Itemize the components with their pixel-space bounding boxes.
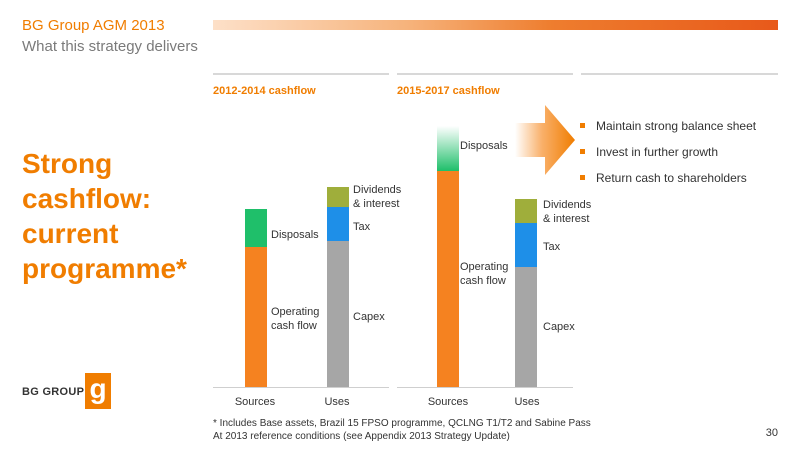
bar-2012-sources-operating xyxy=(245,247,267,387)
label-operating-1: Operating cash flow xyxy=(271,305,319,333)
label-disposals-2: Disposals xyxy=(460,140,508,152)
bullet-shareholders: Return cash to shareholders xyxy=(580,171,756,197)
footnote: * Includes Base assets, Brazil 15 FPSO p… xyxy=(213,417,591,443)
label-operating-2-line2: cash flow xyxy=(460,275,506,287)
label-operating-1-line1: Operating xyxy=(271,306,320,318)
footnote-line-2: At 2013 reference conditions (see Append… xyxy=(213,431,510,442)
bg-logo-icon: g xyxy=(85,373,111,409)
label-capex-2: Capex xyxy=(543,321,575,333)
bar-2012-uses-tax xyxy=(327,207,349,241)
label-dividends-1: Dividends & interest xyxy=(353,183,401,211)
bar-2012-sources-disposals xyxy=(245,209,267,247)
header-gradient-bar xyxy=(213,20,778,30)
bar-2015-uses-capex xyxy=(515,267,537,387)
xlabel-sources-1: Sources xyxy=(234,396,276,408)
label-dividends-2: Dividends & interest xyxy=(543,198,591,226)
xlabel-uses-2: Uses xyxy=(514,396,540,408)
bar-2015-uses-dividends xyxy=(515,199,537,223)
chart-heading-2015-2017: 2015-2017 cashflow xyxy=(397,85,500,97)
footnote-line-1: * Includes Base assets, Brazil 15 FPSO p… xyxy=(213,418,591,429)
bar-2015-sources-operating xyxy=(437,171,459,387)
label-disposals-1: Disposals xyxy=(271,229,319,241)
right-arrow-icon xyxy=(515,105,575,175)
slide-subtitle: What this strategy delivers xyxy=(22,38,198,55)
label-operating-1-line2: cash flow xyxy=(271,320,317,332)
label-dividends-2-line2: & interest xyxy=(543,213,590,225)
bullet-balance-sheet: Maintain strong balance sheet xyxy=(580,119,756,145)
bar-2015-sources-disposals xyxy=(437,126,459,171)
slide-headline: Strong cashflow: current programme* xyxy=(22,148,187,284)
bg-group-wordmark: BG GROUP xyxy=(22,386,85,398)
label-tax-1: Tax xyxy=(353,221,371,233)
xlabel-uses-1: Uses xyxy=(324,396,350,408)
label-dividends-1-line1: Dividends xyxy=(353,184,402,196)
column-separator-left xyxy=(213,73,389,75)
label-operating-2-line1: Operating xyxy=(460,261,509,273)
chart-2-baseline xyxy=(397,387,573,388)
column-separator-right xyxy=(581,73,778,75)
label-tax-2: Tax xyxy=(543,241,561,253)
bar-2012-uses-dividends xyxy=(327,187,349,207)
chart-heading-2012-2014: 2012-2014 cashflow xyxy=(213,85,316,97)
xlabel-sources-2: Sources xyxy=(427,396,469,408)
outcome-bullet-list: Maintain strong balance sheet Invest in … xyxy=(580,119,756,197)
deck-title: BG Group AGM 2013 xyxy=(22,17,165,34)
label-capex-1: Capex xyxy=(353,311,385,323)
page-number: 30 xyxy=(765,427,778,439)
column-separator-middle xyxy=(397,73,573,75)
bar-2015-uses-tax xyxy=(515,223,537,267)
bullet-growth: Invest in further growth xyxy=(580,145,756,171)
chart-1-baseline xyxy=(213,387,389,388)
label-dividends-1-line2: & interest xyxy=(353,198,400,210)
label-operating-2: Operating cash flow xyxy=(460,260,508,288)
label-dividends-2-line1: Dividends xyxy=(543,199,592,211)
bar-2012-uses-capex xyxy=(327,241,349,387)
